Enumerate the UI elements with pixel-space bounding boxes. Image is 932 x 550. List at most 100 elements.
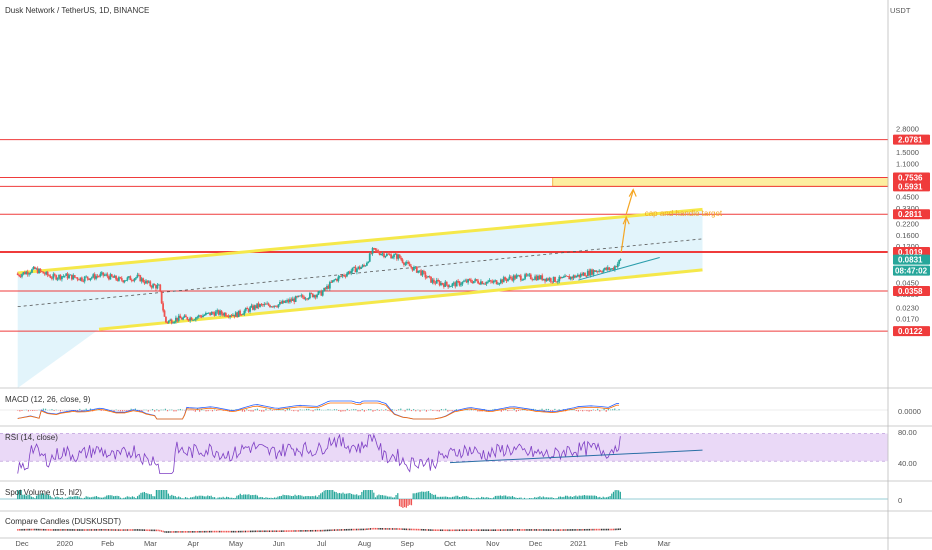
candle-body (333, 279, 336, 281)
compare-candle (559, 529, 562, 531)
macd-histogram-bar (115, 409, 117, 411)
price-axis[interactable]: 2.80002.00001.50001.10000.70000.45000.33… (889, 0, 932, 388)
compare-candle (462, 529, 464, 531)
volume-bar (37, 494, 39, 499)
volume-bar (270, 497, 272, 499)
candle-body (584, 272, 586, 277)
macd-histogram-bar (102, 410, 104, 411)
compare-candle (142, 529, 144, 531)
volume-bar (400, 499, 402, 507)
volume-bar (135, 498, 137, 499)
volume-bar (561, 496, 563, 499)
candle-body (45, 271, 48, 275)
volume-bar (554, 498, 556, 499)
compare-candle (609, 528, 611, 531)
projection-arrowhead-2 (628, 188, 637, 197)
compare-candle (326, 529, 329, 532)
candle-body (184, 315, 187, 318)
volume-bar (78, 497, 80, 499)
compare-candle (564, 529, 567, 531)
compare-candle (128, 529, 130, 531)
candle-body (497, 283, 499, 285)
volume-bar (602, 496, 604, 499)
candle-body (289, 299, 291, 303)
compare-candle (607, 528, 609, 531)
candle-body (337, 276, 340, 281)
candle-body (548, 278, 551, 281)
compare-candle (410, 528, 413, 531)
target-zone (552, 177, 889, 187)
candle-body (63, 275, 66, 277)
macd-histogram-bar (126, 410, 128, 412)
candle-body (499, 279, 502, 284)
candle-body (594, 270, 596, 272)
volume-bar (503, 495, 505, 499)
volume-bar (357, 495, 360, 499)
macd-histogram-bar (53, 410, 55, 411)
volume-pane[interactable] (0, 490, 888, 508)
candle-body (62, 276, 65, 277)
candle-body (498, 283, 501, 284)
rsi-pane[interactable] (0, 433, 888, 475)
volume-bar (294, 494, 296, 499)
compare-candle (345, 528, 348, 531)
compare-candle (162, 530, 164, 533)
compare-candle (407, 528, 409, 531)
candle-body (257, 303, 260, 307)
macd-pane[interactable] (0, 400, 888, 420)
volume-bar (107, 495, 110, 499)
candle-body (494, 280, 497, 282)
axis-unit: USDT (890, 6, 911, 15)
macd-histogram-bar (447, 410, 449, 412)
last-price-tag (893, 254, 930, 265)
time-tick-label: Jun (273, 539, 285, 548)
compare-candle (517, 529, 519, 531)
macd-histogram-bar (141, 410, 143, 412)
macd-histogram-bar (239, 408, 241, 411)
volume-bar (606, 497, 608, 499)
candle-body (290, 299, 293, 301)
volume-bar (338, 492, 341, 499)
compare-candle (227, 530, 229, 533)
volume-bar (102, 497, 104, 499)
volume-bar (114, 495, 116, 499)
compare-candle (546, 529, 548, 531)
volume-bar (128, 496, 130, 499)
compare-candle (511, 529, 514, 531)
compare-candle (395, 528, 397, 530)
compare-candle (297, 530, 300, 532)
volume-bar (94, 496, 96, 499)
price-pane[interactable] (0, 0, 889, 388)
time-axis[interactable]: Dec 2020 Feb Mar Apr May Jun Jul Aug Sep Oct Nov Dec… (15, 539, 671, 548)
volume-bar (47, 494, 50, 499)
price-tick-label: 0.1600 (896, 231, 919, 240)
volume-bar (532, 498, 534, 499)
candle-body (541, 275, 544, 281)
candle-body (521, 279, 524, 281)
candle-body (343, 275, 345, 276)
candle-body (118, 277, 120, 281)
candle-body (562, 277, 565, 278)
candle-body (326, 285, 328, 289)
candle-body (244, 308, 247, 311)
macd-histogram-bar (318, 408, 321, 411)
candle-body (522, 278, 525, 280)
candle-body (440, 282, 442, 286)
volume-bar (25, 495, 27, 499)
volume-bar (99, 497, 101, 499)
candle-body (537, 275, 539, 281)
compare-candle (99, 529, 101, 531)
compare-candle (397, 528, 399, 530)
volume-bar (313, 496, 315, 499)
compare-pane[interactable] (17, 527, 621, 533)
compare-candle (333, 529, 336, 531)
candle-body (196, 316, 199, 318)
compare-candle (566, 529, 568, 531)
candle-body (549, 278, 552, 282)
macd-histogram-bar (440, 409, 443, 411)
compare-candle (424, 529, 426, 531)
volume-bar (530, 498, 532, 499)
compare-candle (263, 530, 265, 533)
volume-bar (116, 495, 118, 499)
